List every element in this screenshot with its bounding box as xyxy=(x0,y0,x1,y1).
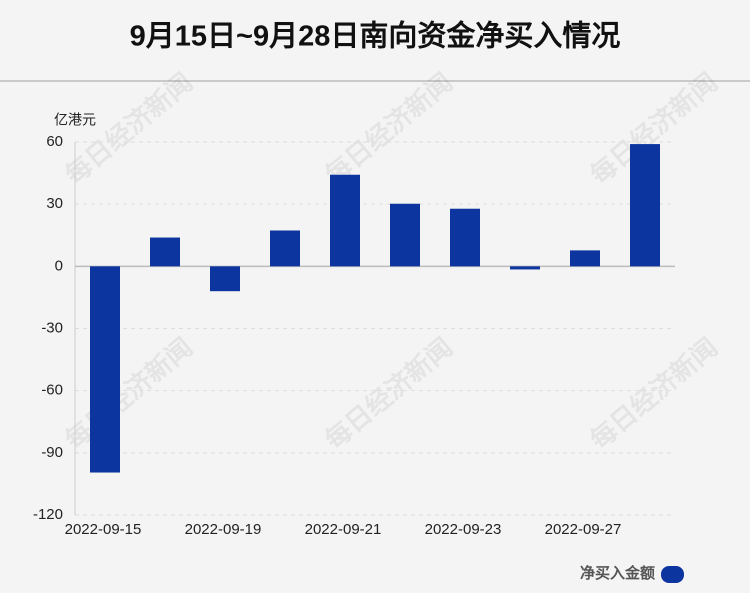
bar xyxy=(270,230,300,267)
bar xyxy=(450,208,480,267)
y-tick-label: -90 xyxy=(41,444,63,461)
y-tick-label: -60 xyxy=(41,382,63,399)
y-axis-unit: 亿港元 xyxy=(54,112,96,128)
x-tick-label: 2022-09-23 xyxy=(425,521,502,538)
bar xyxy=(90,266,120,473)
bar xyxy=(330,174,360,267)
x-tick-label: 2022-09-21 xyxy=(305,521,382,538)
x-tick-label: 2022-09-15 xyxy=(65,521,142,538)
bar xyxy=(630,144,660,267)
bar xyxy=(570,250,600,267)
legend-swatch xyxy=(661,566,684,583)
y-tick-label: 60 xyxy=(46,133,63,150)
bar xyxy=(210,266,240,292)
y-tick-label: -30 xyxy=(41,319,63,336)
bar xyxy=(390,203,420,267)
x-tick-label: 2022-09-19 xyxy=(185,521,262,538)
x-tick-label: 2022-09-27 xyxy=(545,521,622,538)
y-tick-label: 0 xyxy=(55,257,63,274)
chart-title: 9月15日~9月28日南向资金净买入情况 xyxy=(130,19,621,53)
bar xyxy=(510,266,540,270)
y-tick-label: 30 xyxy=(46,195,63,212)
legend-label: 净买入金额 xyxy=(580,564,655,582)
y-tick-label: -120 xyxy=(33,506,63,523)
bar xyxy=(150,237,180,267)
